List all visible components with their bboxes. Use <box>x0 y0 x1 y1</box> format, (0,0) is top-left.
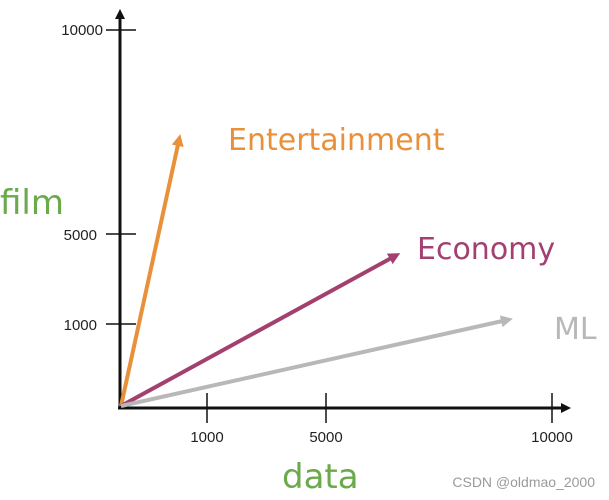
economy-vector <box>120 253 401 408</box>
y-axis-title: film <box>0 183 64 223</box>
x-tick-label-1000: 1000 <box>190 429 223 446</box>
y-tick-label-10000: 10000 <box>61 22 103 39</box>
x-tick-label-5000: 5000 <box>309 429 342 446</box>
watermark: CSDN @oldmao_2000 <box>452 474 595 490</box>
economy-label: Economy <box>417 232 555 267</box>
x-tick-label-10000: 10000 <box>531 429 573 446</box>
entertainment-vector <box>119 134 184 407</box>
ml-vector <box>120 315 513 408</box>
ml-label: ML <box>554 312 597 347</box>
entertainment-label: Entertainment <box>228 123 445 158</box>
y-tick-label-1000: 1000 <box>64 317 97 334</box>
x-axis-title: data <box>282 457 359 497</box>
y-tick-label-5000: 5000 <box>64 227 97 244</box>
